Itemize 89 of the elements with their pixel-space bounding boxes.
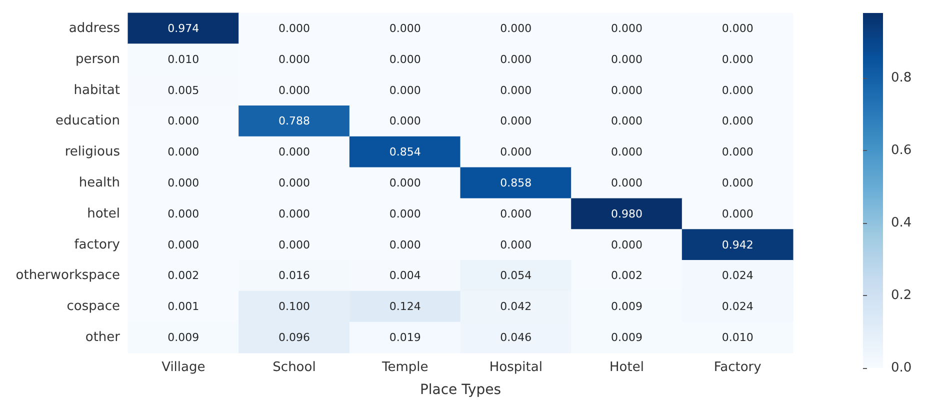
- data-label: 0.000: [278, 176, 310, 190]
- data-label: 0.000: [389, 22, 421, 35]
- data-label: 0.100: [278, 300, 310, 314]
- data-label: 0.000: [389, 52, 421, 66]
- x-tick-label: Hotel: [610, 360, 644, 375]
- data-label: 0.000: [389, 238, 421, 252]
- data-label: 0.002: [611, 269, 642, 282]
- data-label: 0.000: [611, 84, 642, 97]
- data-label: 0.046: [500, 331, 532, 344]
- x-tick-label: School: [272, 360, 316, 375]
- data-label: 0.000: [611, 176, 642, 190]
- data-label: 0.000: [500, 22, 532, 35]
- data-label: 0.000: [500, 52, 532, 66]
- data-label: 0.000: [278, 146, 310, 159]
- color-bar-label: 0.8: [891, 70, 912, 86]
- data-label: 0.000: [500, 238, 532, 252]
- data-label: 0.858: [500, 176, 532, 190]
- data-label: 0.010: [722, 331, 754, 344]
- data-label: 0.000: [168, 207, 200, 220]
- color-bar-label: 0.6: [891, 143, 912, 158]
- color-bar-label: 0.2: [891, 288, 912, 304]
- data-label: 0.854: [389, 146, 421, 159]
- data-label: 0.980: [611, 207, 642, 220]
- y-tick-label: cospace: [66, 299, 120, 314]
- x-axis-title: Place Types: [420, 382, 502, 398]
- data-label: 0.000: [278, 84, 310, 97]
- data-label: 0.054: [500, 269, 532, 282]
- data-label: 0.000: [500, 114, 532, 128]
- data-label: 0.000: [389, 207, 421, 220]
- data-label: 0.000: [611, 52, 642, 66]
- data-label: 0.000: [611, 238, 642, 252]
- data-label: 0.000: [278, 207, 310, 220]
- data-label: 0.000: [611, 22, 642, 35]
- data-label: 0.000: [722, 22, 754, 35]
- data-label: 0.942: [722, 238, 754, 252]
- data-label: 0.009: [168, 331, 200, 344]
- data-label: 0.016: [278, 269, 310, 282]
- data-label: 0.000: [278, 238, 310, 252]
- data-label: 0.009: [611, 331, 642, 344]
- y-tick-label: religious: [64, 144, 120, 160]
- data-label: 0.974: [168, 22, 200, 35]
- data-label: 0.000: [389, 114, 421, 128]
- data-label: 0.000: [722, 176, 754, 190]
- data-label: 0.000: [500, 146, 532, 159]
- x-tick-label: Village: [162, 360, 206, 375]
- data-label: 0.000: [611, 146, 642, 159]
- data-label: 0.010: [168, 52, 200, 66]
- data-label: 0.000: [722, 146, 754, 159]
- y-tick-label: habitat: [74, 82, 120, 98]
- data-label: 0.000: [168, 146, 200, 159]
- x-tick-label: Temple: [380, 360, 428, 375]
- data-label: 0.042: [500, 300, 532, 314]
- data-label: 0.004: [389, 269, 421, 282]
- data-label: 0.000: [168, 114, 200, 128]
- data-label: 0.000: [168, 176, 200, 190]
- data-label: 0.005: [168, 84, 200, 97]
- data-label: 0.001: [168, 300, 200, 314]
- data-label: 0.000: [278, 22, 310, 35]
- data-label: 0.000: [500, 84, 532, 97]
- data-label: 0.124: [389, 300, 421, 314]
- y-tick-label: person: [75, 52, 120, 67]
- data-label: 0.000: [389, 176, 421, 190]
- data-label: 0.000: [722, 52, 754, 66]
- data-label: 0.000: [722, 84, 754, 97]
- data-label: 0.788: [278, 114, 310, 128]
- data-label: 0.024: [722, 300, 754, 314]
- data-label: 0.024: [722, 269, 754, 282]
- data-label: 0.000: [500, 207, 532, 220]
- y-tick-label: address: [68, 20, 120, 36]
- data-label: 0.096: [278, 331, 310, 344]
- data-label: 0.000: [168, 238, 200, 252]
- data-label: 0.019: [389, 331, 421, 344]
- color-bar-label: 0.0: [891, 360, 912, 376]
- y-tick-label: otherworkspace: [16, 268, 120, 284]
- data-label: 0.000: [722, 114, 754, 128]
- x-tick-label: Factory: [714, 360, 762, 375]
- x-tick-label: Hospital: [489, 360, 542, 375]
- data-label: 0.000: [722, 207, 754, 220]
- y-tick-label: factory: [74, 237, 120, 252]
- color-bar-label: 0.4: [891, 216, 912, 231]
- data-label: 0.000: [389, 84, 421, 97]
- data-label: 0.000: [611, 114, 642, 128]
- y-tick-label: education: [55, 114, 120, 129]
- data-label: 0.000: [278, 52, 310, 66]
- y-tick-label: other: [85, 330, 121, 346]
- data-label: 0.002: [168, 269, 200, 282]
- data-label: 0.009: [611, 300, 642, 314]
- y-tick-label: hotel: [87, 206, 120, 222]
- y-tick-label: health: [78, 176, 120, 190]
